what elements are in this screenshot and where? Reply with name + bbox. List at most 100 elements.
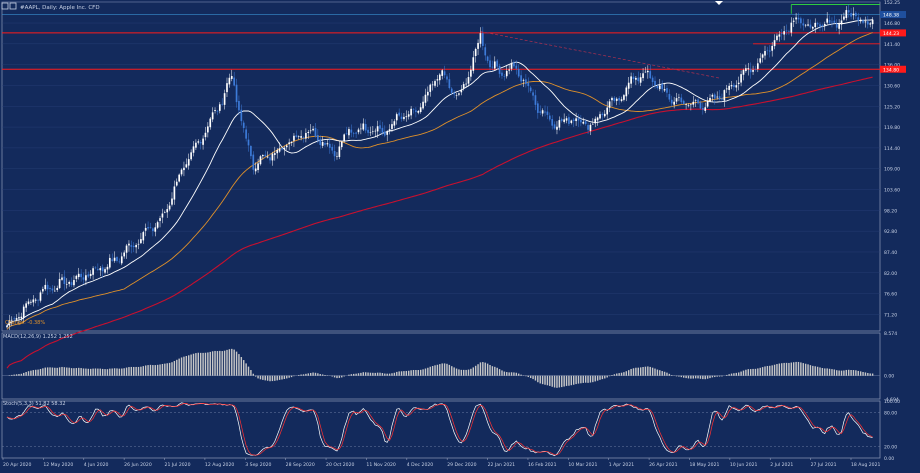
- candle: [749, 62, 752, 79]
- candle: [730, 80, 733, 90]
- candle: [819, 22, 821, 32]
- y-tick-label: 130.60: [884, 83, 900, 89]
- candle: [455, 93, 458, 100]
- candle: [128, 240, 130, 252]
- candle: [372, 125, 374, 135]
- candle: [694, 98, 697, 107]
- candle: [465, 78, 467, 88]
- candle: [448, 72, 451, 90]
- scroll-marker-icon[interactable]: [715, 1, 723, 5]
- candle: [565, 116, 568, 124]
- candle: [27, 298, 30, 306]
- candle: [412, 108, 415, 114]
- candle: [503, 74, 506, 81]
- y-tick-label: 82.00: [884, 271, 897, 277]
- candle: [53, 285, 56, 292]
- candle: [278, 142, 281, 153]
- candle: [302, 136, 305, 143]
- candle: [546, 106, 549, 120]
- candle: [735, 80, 738, 92]
- candle: [39, 290, 42, 303]
- candle: [388, 124, 391, 135]
- candle: [63, 270, 66, 291]
- candle: [654, 76, 656, 90]
- macd-panel: [1, 332, 881, 400]
- candle: [821, 23, 824, 32]
- x-tick-label: 4 Dec 2020: [407, 462, 434, 468]
- candle: [513, 60, 515, 68]
- chart-menu-icon[interactable]: [1, 2, 17, 10]
- candle: [197, 139, 200, 145]
- candle: [305, 128, 307, 143]
- candle: [493, 56, 496, 70]
- candle: [383, 125, 386, 138]
- candle: [658, 78, 661, 92]
- candle: [725, 84, 728, 93]
- candle: [647, 65, 649, 79]
- x-tick-label: 18 Aug 2021: [851, 462, 881, 468]
- candle: [343, 133, 345, 143]
- y-tick-label: 141.40: [884, 42, 900, 48]
- candle: [723, 89, 726, 107]
- candle: [807, 19, 809, 27]
- candle: [446, 74, 448, 83]
- candle: [285, 143, 288, 150]
- candle: [663, 82, 666, 93]
- candle: [615, 97, 618, 106]
- candle: [92, 266, 94, 280]
- stoch-tick-label: 100.00: [884, 399, 900, 405]
- candle: [427, 86, 429, 102]
- candle: [560, 117, 563, 123]
- x-tick-label: 29 Dec 2020: [447, 462, 476, 468]
- candle: [661, 80, 664, 93]
- chart-title: #AAPL, Daily: Apple Inc. CFD: [20, 5, 100, 11]
- candle: [336, 152, 338, 160]
- candle: [245, 125, 247, 142]
- candle: [790, 17, 793, 37]
- macd-tick-label: 0.00: [884, 374, 894, 380]
- candle: [355, 131, 357, 139]
- candle: [835, 19, 838, 32]
- y-tick-label: 125.20: [884, 104, 900, 110]
- candle: [364, 119, 367, 134]
- candle: [525, 74, 527, 88]
- y-tick-label: 103.60: [884, 188, 900, 194]
- candle: [173, 180, 176, 205]
- x-tick-label: 10 Mar 2021: [568, 462, 597, 468]
- trendline[interactable]: [480, 31, 720, 79]
- candle: [154, 223, 157, 237]
- candle: [147, 221, 149, 231]
- candle: [527, 77, 530, 93]
- price-tag: 148.38: [880, 11, 906, 19]
- candle: [338, 140, 341, 160]
- candle: [780, 28, 783, 40]
- candle: [152, 227, 154, 237]
- candle: [584, 120, 587, 126]
- candle: [544, 105, 546, 117]
- candle: [276, 147, 279, 159]
- candle: [453, 90, 455, 99]
- candle: [367, 127, 369, 137]
- candle: [537, 101, 539, 119]
- y-tick-label: 114.40: [884, 146, 900, 152]
- candle: [840, 14, 843, 30]
- candle: [833, 15, 836, 24]
- candle: [46, 281, 49, 296]
- candle: [140, 232, 142, 245]
- candle: [551, 115, 554, 130]
- candle: [783, 25, 785, 41]
- candle: [501, 68, 503, 79]
- candle: [871, 17, 874, 30]
- candle: [795, 13, 797, 24]
- x-tick-label: 28 Sep 2020: [286, 462, 315, 468]
- candle: [422, 96, 424, 110]
- candle: [678, 93, 680, 102]
- candle: [467, 71, 470, 87]
- candle: [599, 111, 601, 120]
- candle: [855, 11, 857, 20]
- candle: [635, 76, 637, 86]
- candle: [623, 94, 625, 102]
- candle: [352, 131, 355, 138]
